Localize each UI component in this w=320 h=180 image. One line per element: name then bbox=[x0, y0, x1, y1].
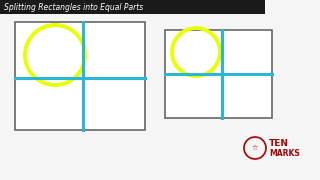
Text: MARKS: MARKS bbox=[269, 148, 300, 158]
Bar bbox=[165, 30, 272, 118]
Text: TEN: TEN bbox=[269, 140, 289, 148]
Bar bbox=[0, 0, 265, 14]
Bar bbox=[15, 22, 145, 130]
Text: ☆: ☆ bbox=[252, 145, 258, 151]
Text: Splitting Rectangles into Equal Parts: Splitting Rectangles into Equal Parts bbox=[4, 3, 143, 12]
